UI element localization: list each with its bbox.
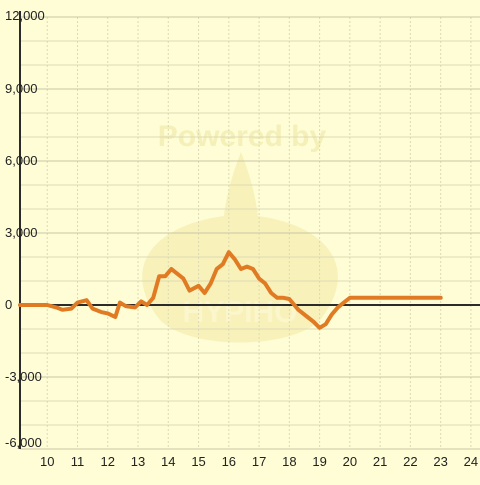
x-tick-label: 13 bbox=[131, 454, 145, 469]
x-tick-label: 15 bbox=[191, 454, 205, 469]
tick-labels: 12,000 9,000 6,000 3,000 0 -3,000 -6,000 10 11 12… bbox=[5, 8, 478, 469]
x-tick-label: 23 bbox=[433, 454, 447, 469]
x-tick-label: 24 bbox=[464, 454, 478, 469]
y-tick-label: 6,000 bbox=[5, 153, 38, 168]
grid bbox=[20, 16, 480, 450]
x-tick-label: 11 bbox=[71, 454, 85, 469]
x-tick-label: 19 bbox=[312, 454, 326, 469]
powered-by-watermark: Powered by HYPIHO bbox=[142, 120, 338, 343]
x-tick-label: 17 bbox=[252, 454, 266, 469]
series-group bbox=[18, 250, 443, 330]
watermark-bottom-text: HYPIHO bbox=[182, 296, 297, 329]
x-tick-label: 21 bbox=[373, 454, 387, 469]
x-tick-label: 14 bbox=[161, 454, 175, 469]
x-tick-label: 22 bbox=[403, 454, 417, 469]
y-tick-label: -3,000 bbox=[5, 369, 42, 384]
x-tick-label: 20 bbox=[343, 454, 357, 469]
x-tick-label: 10 bbox=[40, 454, 54, 469]
y-tick-label: -6,000 bbox=[5, 435, 42, 450]
y-tick-label: 3,000 bbox=[5, 225, 38, 240]
series-line bbox=[18, 250, 443, 330]
y-tick-label: 9,000 bbox=[5, 81, 38, 96]
y-tick-label: 12,000 bbox=[5, 8, 45, 23]
axes bbox=[19, 11, 480, 449]
x-tick-label: 18 bbox=[282, 454, 296, 469]
x-tick-label: 16 bbox=[222, 454, 236, 469]
y-tick-label: 0 bbox=[5, 297, 12, 312]
x-tick-label: 12 bbox=[101, 454, 115, 469]
